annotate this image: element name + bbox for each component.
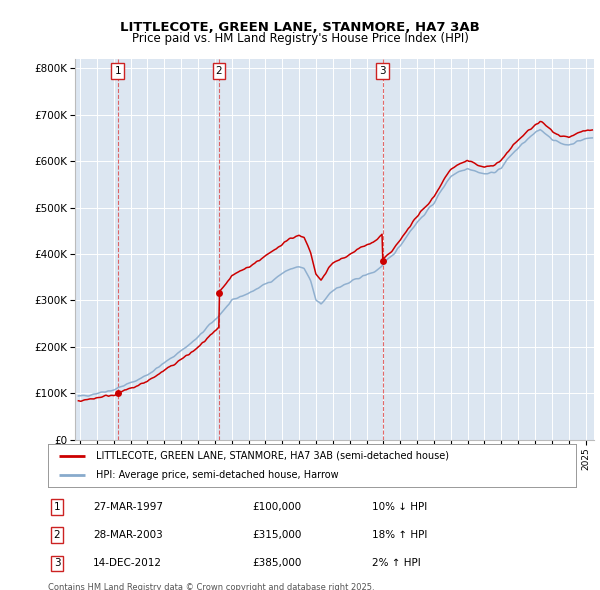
Text: £315,000: £315,000 — [252, 530, 301, 540]
Text: £100,000: £100,000 — [252, 502, 301, 512]
Text: LITTLECOTE, GREEN LANE, STANMORE, HA7 3AB: LITTLECOTE, GREEN LANE, STANMORE, HA7 3A… — [120, 21, 480, 34]
Text: 10% ↓ HPI: 10% ↓ HPI — [372, 502, 427, 512]
Text: Price paid vs. HM Land Registry's House Price Index (HPI): Price paid vs. HM Land Registry's House … — [131, 32, 469, 45]
Text: 18% ↑ HPI: 18% ↑ HPI — [372, 530, 427, 540]
Text: 3: 3 — [53, 559, 61, 568]
Text: 2: 2 — [53, 530, 61, 540]
Text: Contains HM Land Registry data © Crown copyright and database right 2025.
This d: Contains HM Land Registry data © Crown c… — [48, 584, 374, 590]
Text: 2% ↑ HPI: 2% ↑ HPI — [372, 559, 421, 568]
Text: 3: 3 — [379, 65, 386, 76]
Text: 14-DEC-2012: 14-DEC-2012 — [93, 559, 162, 568]
Text: HPI: Average price, semi-detached house, Harrow: HPI: Average price, semi-detached house,… — [95, 470, 338, 480]
Text: LITTLECOTE, GREEN LANE, STANMORE, HA7 3AB (semi-detached house): LITTLECOTE, GREEN LANE, STANMORE, HA7 3A… — [95, 451, 449, 461]
Text: 2: 2 — [215, 65, 222, 76]
Text: 27-MAR-1997: 27-MAR-1997 — [93, 502, 163, 512]
Text: 1: 1 — [115, 65, 121, 76]
Text: £385,000: £385,000 — [252, 559, 301, 568]
Text: 28-MAR-2003: 28-MAR-2003 — [93, 530, 163, 540]
Text: 1: 1 — [53, 502, 61, 512]
